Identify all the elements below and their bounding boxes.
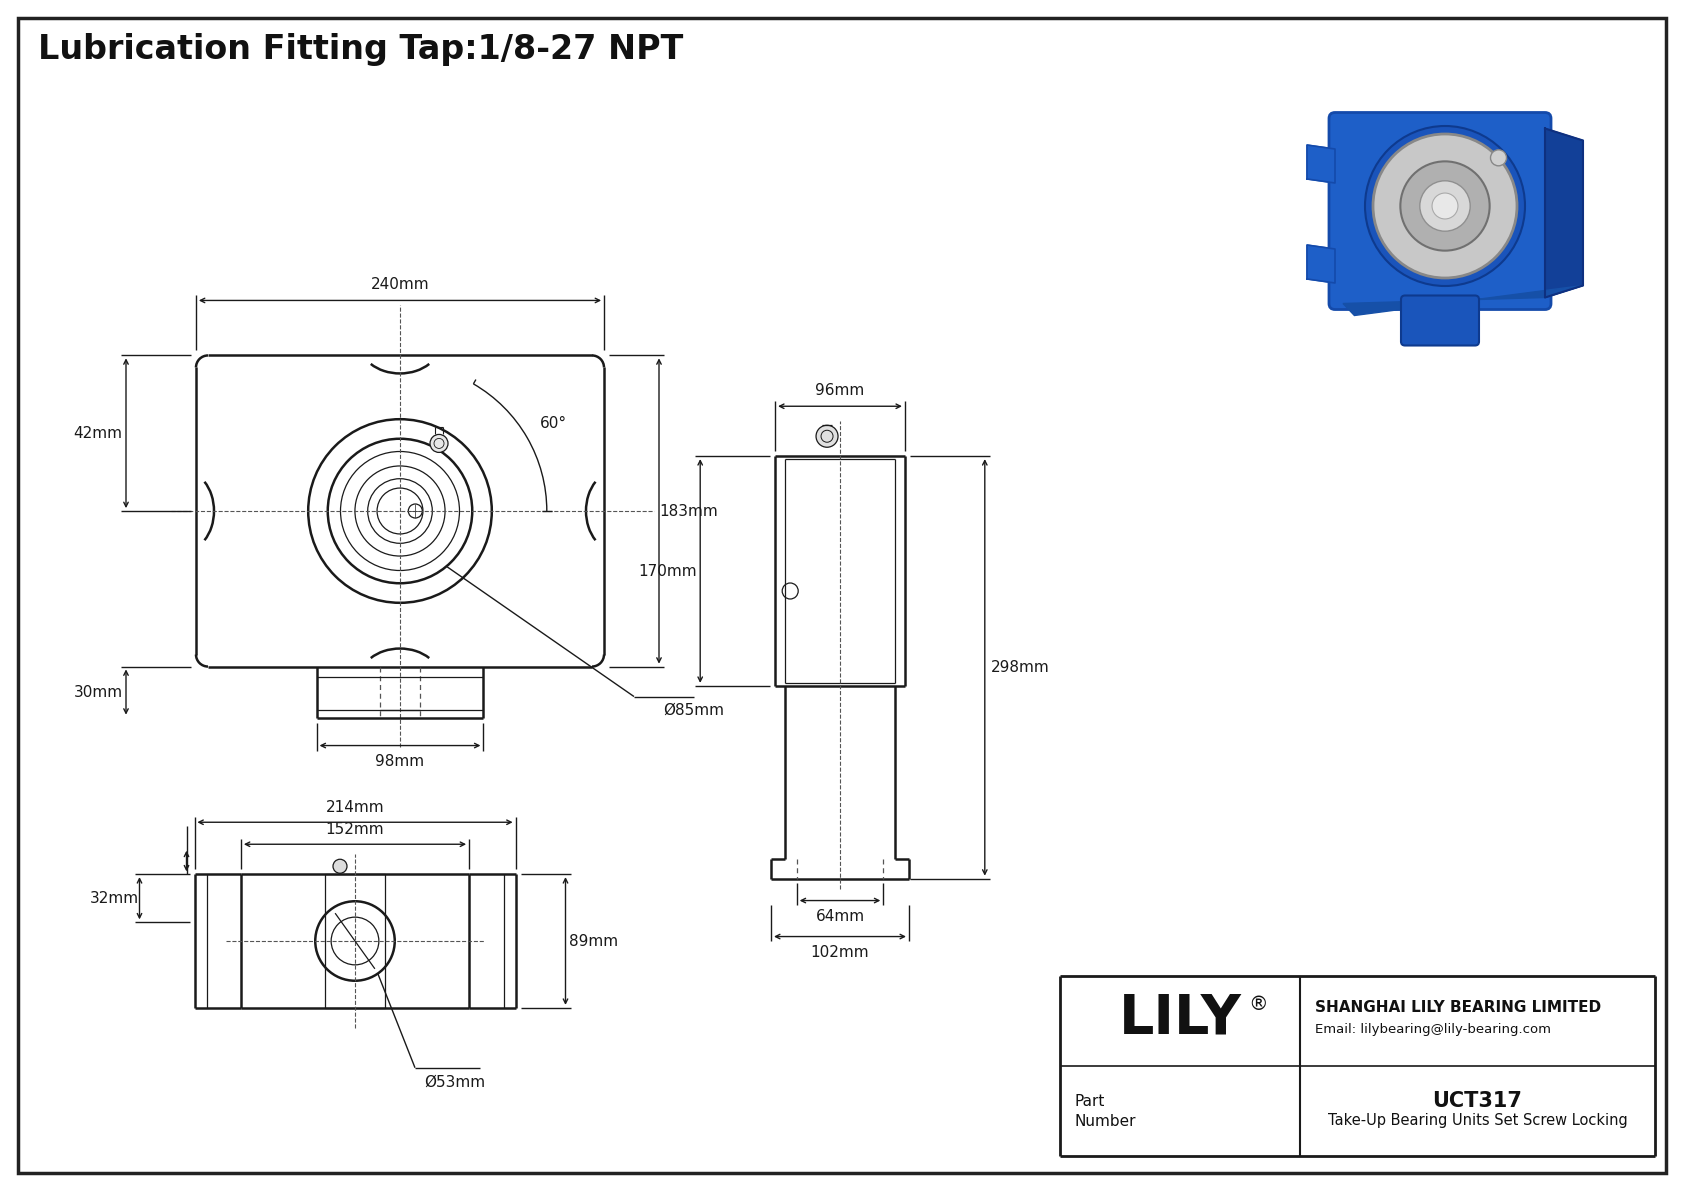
Text: 152mm: 152mm bbox=[325, 822, 384, 837]
Text: Take-Up Bearing Units Set Screw Locking: Take-Up Bearing Units Set Screw Locking bbox=[1327, 1114, 1627, 1129]
Text: Number: Number bbox=[1074, 1114, 1137, 1129]
Text: Lubrication Fitting Tap:1/8-27 NPT: Lubrication Fitting Tap:1/8-27 NPT bbox=[39, 33, 684, 66]
Circle shape bbox=[1372, 135, 1517, 278]
Text: Ø85mm: Ø85mm bbox=[663, 703, 724, 718]
Text: 60°: 60° bbox=[541, 416, 568, 431]
Text: 240mm: 240mm bbox=[370, 278, 429, 292]
Text: 42mm: 42mm bbox=[74, 425, 123, 441]
Text: Part: Part bbox=[1074, 1093, 1105, 1109]
Polygon shape bbox=[1544, 129, 1583, 298]
FancyBboxPatch shape bbox=[1401, 295, 1479, 345]
Circle shape bbox=[1420, 181, 1470, 231]
Text: 89mm: 89mm bbox=[569, 934, 618, 948]
Circle shape bbox=[1431, 193, 1458, 219]
Polygon shape bbox=[1307, 245, 1335, 283]
Text: 102mm: 102mm bbox=[810, 944, 869, 960]
Text: UCT317: UCT317 bbox=[1433, 1091, 1522, 1111]
Text: 32mm: 32mm bbox=[89, 891, 140, 905]
Text: LILY: LILY bbox=[1118, 992, 1241, 1046]
Circle shape bbox=[1366, 126, 1526, 286]
Circle shape bbox=[1401, 161, 1490, 250]
Text: 298mm: 298mm bbox=[990, 660, 1049, 675]
Circle shape bbox=[1490, 150, 1507, 166]
Text: 170mm: 170mm bbox=[638, 563, 697, 579]
Text: 96mm: 96mm bbox=[815, 382, 864, 398]
Text: SHANGHAI LILY BEARING LIMITED: SHANGHAI LILY BEARING LIMITED bbox=[1315, 999, 1601, 1015]
Circle shape bbox=[817, 425, 839, 448]
Text: 64mm: 64mm bbox=[815, 909, 864, 924]
Text: Email: lilybearing@lily-bearing.com: Email: lilybearing@lily-bearing.com bbox=[1315, 1023, 1551, 1035]
Text: ®: ® bbox=[1248, 996, 1268, 1015]
Text: 98mm: 98mm bbox=[376, 754, 424, 769]
Text: Ø53mm: Ø53mm bbox=[424, 1074, 485, 1090]
Text: 214mm: 214mm bbox=[325, 799, 384, 815]
FancyBboxPatch shape bbox=[1329, 112, 1551, 310]
Polygon shape bbox=[1307, 145, 1335, 183]
Circle shape bbox=[429, 435, 448, 453]
Text: 30mm: 30mm bbox=[74, 685, 123, 699]
Polygon shape bbox=[1344, 286, 1583, 316]
Text: 183mm: 183mm bbox=[660, 504, 719, 518]
Circle shape bbox=[333, 859, 347, 873]
